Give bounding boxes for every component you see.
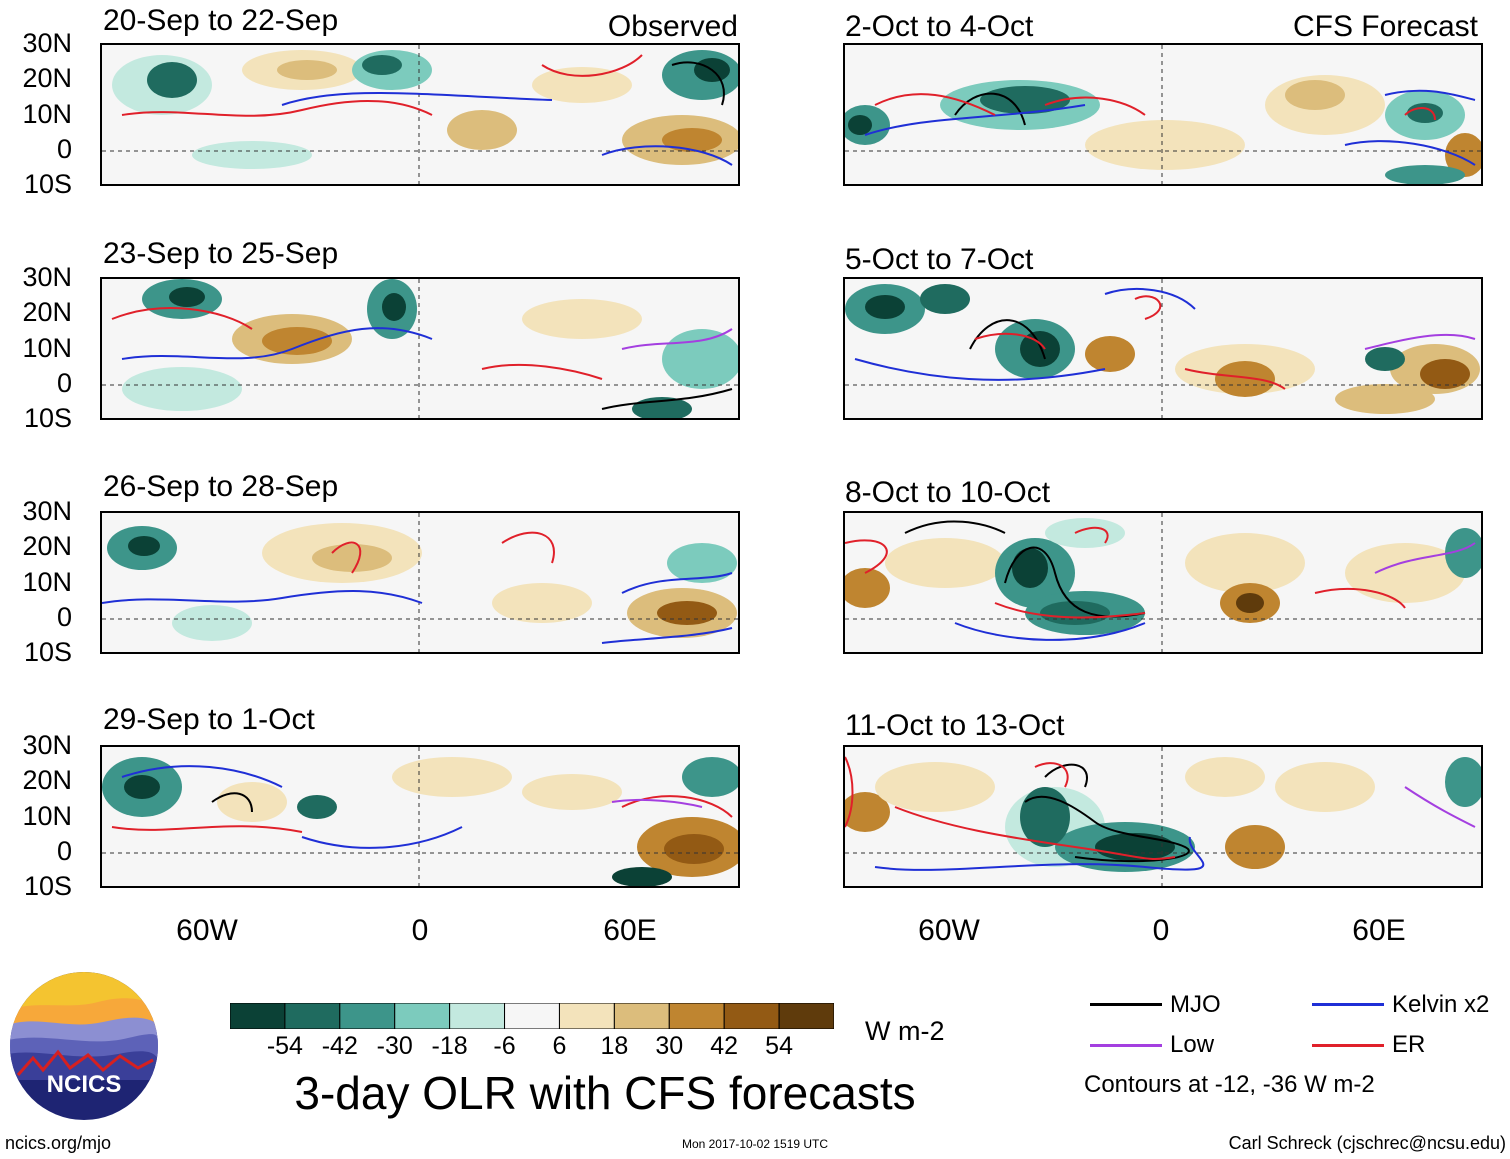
lat-tick: 30N <box>22 730 72 760</box>
ncics-logo: NCICS <box>8 970 160 1122</box>
colorbar-cell <box>558 1002 615 1030</box>
lat-tick: 10N <box>22 800 72 831</box>
lon-tick: 0 <box>1152 914 1170 947</box>
olr-map-graphic <box>845 279 1481 418</box>
colorbar-cell <box>394 1002 451 1030</box>
main-title: 3-day OLR with CFS forecasts <box>294 1067 916 1119</box>
footer-timestamp: Mon 2017-10-02 1519 UTC <box>681 1137 829 1151</box>
observed-label: Observed <box>607 10 738 43</box>
panel-title: 5-Oct to 7-Oct <box>845 243 1034 276</box>
panel-title: 23-Sep to 25-Sep <box>103 237 339 270</box>
cfs-forecast-label: CFS Forecast <box>1292 10 1478 43</box>
olr-map-graphic <box>845 747 1481 886</box>
colorbar-cell <box>339 1002 396 1030</box>
legend-swatch-low <box>1090 1044 1162 1047</box>
ncics-logo-graphic: NCICS <box>10 972 158 1120</box>
colorbar-tick: -30 <box>376 1032 413 1060</box>
footer-link[interactable]: ncics.org/mjo <box>5 1133 112 1153</box>
olr-map-panel <box>100 277 740 420</box>
legend-swatch-er <box>1312 1044 1384 1047</box>
lat-tick: 0 <box>56 367 72 398</box>
olr-map-panel <box>100 43 740 186</box>
lat-tick: 10N <box>22 566 72 597</box>
lat-tick: 20N <box>22 63 72 94</box>
olr-map-panel <box>843 745 1483 888</box>
colorbar-cell <box>504 1002 560 1030</box>
panel-title: 26-Sep to 28-Sep <box>103 470 339 503</box>
colorbar-tick: -6 <box>493 1032 516 1060</box>
legend-label-mjo: MJO <box>1170 991 1221 1018</box>
colorbar-units: W m-2 <box>865 1016 945 1046</box>
colorbar-graphic <box>229 1002 835 1030</box>
olr-map-panel <box>100 745 740 888</box>
lat-tick: 10N <box>22 98 72 129</box>
olr-map-panel <box>843 511 1483 654</box>
olr-map-panel <box>100 511 740 654</box>
lat-tick: 0 <box>56 835 72 866</box>
olr-map-graphic <box>102 747 738 886</box>
colorbar <box>229 1002 835 1030</box>
colorbar-cell <box>778 1002 835 1030</box>
colorbar-cell <box>613 1002 670 1030</box>
olr-map-graphic <box>102 279 738 418</box>
lat-tick: 0 <box>56 601 72 632</box>
lat-tick: 10S <box>23 403 72 433</box>
lon-tick: 60W <box>176 914 238 947</box>
olr-map-graphic <box>102 513 738 652</box>
lat-tick: 10S <box>23 169 72 199</box>
lat-tick: 30N <box>22 28 72 58</box>
colorbar-tick: -54 <box>266 1032 303 1060</box>
legend-note: Contours at -12, -36 W m-2 <box>1084 1071 1375 1098</box>
panel-title: 20-Sep to 22-Sep <box>103 4 339 37</box>
lat-tick: 30N <box>22 496 72 526</box>
lon-tick: 0 <box>411 914 429 947</box>
colorbar-tick: 54 <box>765 1032 793 1060</box>
lat-tick: 20N <box>22 531 72 562</box>
colorbar-tick: -18 <box>431 1032 468 1060</box>
colorbar-tick: -42 <box>321 1032 358 1060</box>
legend-swatch-mjo <box>1090 1003 1162 1006</box>
colorbar-cell <box>668 1002 725 1030</box>
colorbar-tick: 42 <box>710 1032 739 1060</box>
colorbar-tick: 18 <box>600 1032 629 1060</box>
lon-tick: 60E <box>603 914 657 947</box>
legend-swatch-kelvin <box>1312 1003 1384 1006</box>
panel-title: 2-Oct to 4-Oct <box>845 10 1034 43</box>
lat-tick: 10S <box>23 637 72 667</box>
colorbar-cell <box>284 1002 341 1030</box>
olr-map-panel <box>843 277 1483 420</box>
panel-title: 29-Sep to 1-Oct <box>103 703 315 736</box>
lon-tick: 60E <box>1352 914 1406 947</box>
lat-tick: 10S <box>23 871 72 901</box>
lat-tick: 30N <box>22 262 72 292</box>
legend-label-kelvin: Kelvin x2 <box>1392 991 1490 1018</box>
lat-tick: 20N <box>22 765 72 796</box>
legend: MJO Kelvin x2 Low ER Contours at -12, -3… <box>1084 990 1490 1100</box>
footer-author: Carl Schreck (cjschrec@ncsu.edu) <box>1228 1133 1506 1153</box>
olr-map-graphic <box>102 45 738 184</box>
logo-text: NCICS <box>47 1071 122 1098</box>
panel-title: 11-Oct to 13-Oct <box>845 709 1065 742</box>
colorbar-cell <box>229 1002 286 1030</box>
olr-map-panel <box>843 43 1483 186</box>
lon-tick: 60W <box>918 914 980 947</box>
olr-map-graphic <box>845 45 1481 184</box>
colorbar-cell <box>449 1002 506 1030</box>
lat-tick: 10N <box>22 332 72 363</box>
panel-title: 8-Oct to 10-Oct <box>845 476 1051 509</box>
olr-map-graphic <box>845 513 1481 652</box>
legend-label-low: Low <box>1170 1031 1215 1058</box>
lat-tick: 0 <box>56 133 72 164</box>
colorbar-tick: 30 <box>655 1032 684 1060</box>
legend-label-er: ER <box>1392 1031 1426 1058</box>
colorbar-cell <box>723 1002 780 1030</box>
lat-tick: 20N <box>22 297 72 328</box>
colorbar-tick: 6 <box>552 1032 567 1060</box>
